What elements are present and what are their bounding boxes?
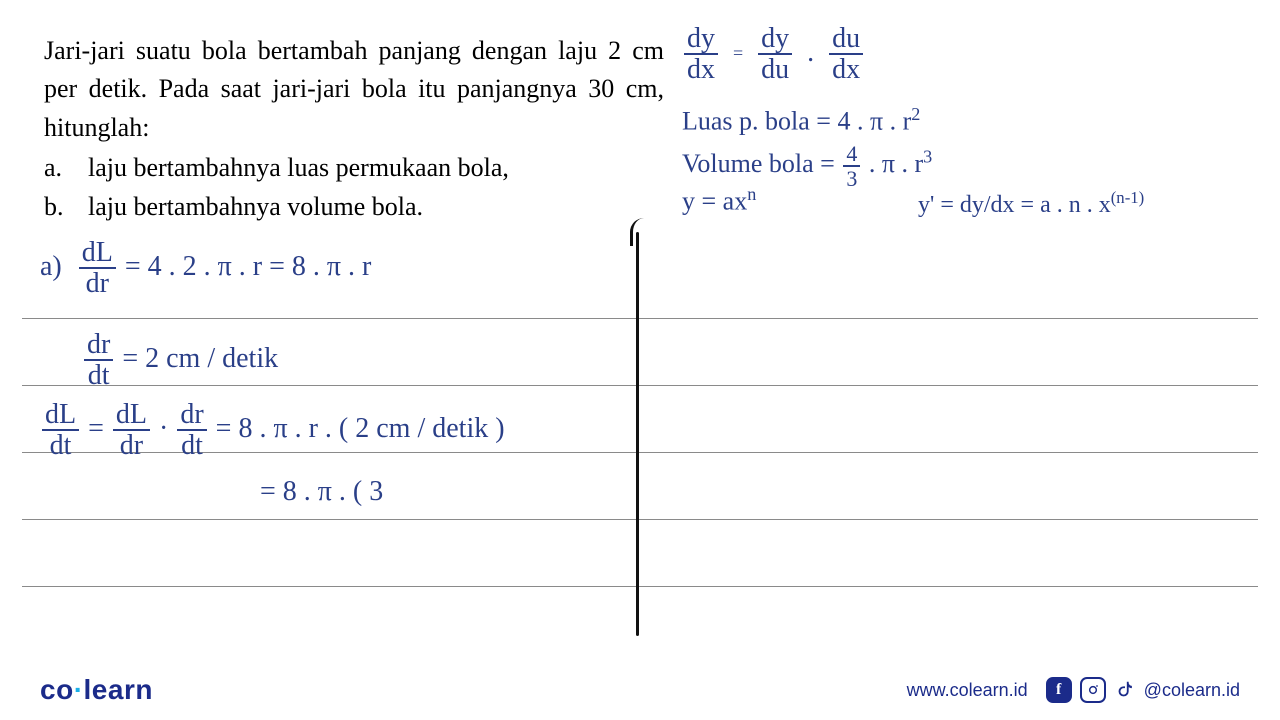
vol-post: . π . r [869, 149, 923, 178]
chain-dot: . [807, 37, 814, 68]
chain-eq: = [733, 43, 743, 63]
tiktok-icon [1114, 679, 1136, 701]
brand-logo: co·learn [40, 674, 153, 706]
yprime-text: y' = dy/dx = a . n . x [918, 192, 1111, 218]
w3-lhs-num: dL [42, 400, 79, 429]
chain-m2-den: dx [829, 53, 863, 84]
chain-rule: dy dx = dy du . du dx [682, 24, 865, 85]
work-a-label: a) [40, 251, 62, 282]
w1-rest: = 4 . 2 . π . r = 8 . π . r [125, 251, 372, 282]
vol-pre: Volume bola = [682, 149, 841, 178]
yax-pow: n [747, 184, 756, 204]
w2-num: dr [84, 330, 113, 359]
option-a-text: laju bertambahnya luas permukaan bola, [88, 149, 509, 187]
work-line-4: = 8 . π . ( 3 [260, 476, 383, 508]
w1-num: dL [79, 238, 116, 267]
option-a: a. laju bertambahnya luas permukaan bola… [44, 149, 664, 187]
social-handle: @colearn.id [1144, 680, 1240, 701]
w3-m2-num: dr [177, 400, 206, 429]
footer-right: www.colearn.id f @colearn.id [907, 677, 1240, 703]
chain-m1-num: dy [758, 24, 792, 53]
footer: co·learn www.colearn.id f @colearn.id [0, 674, 1280, 706]
w2-den: dt [84, 359, 113, 390]
option-b-text: laju bertambahnya volume bola. [88, 188, 423, 226]
chain-m2-num: du [829, 24, 863, 53]
w3-dot: · [159, 413, 175, 444]
luas-pow: 2 [911, 104, 920, 124]
option-b: b. laju bertambahnya volume bola. [44, 188, 664, 226]
vol-pow: 3 [923, 146, 932, 166]
w3-m2-den: dt [177, 429, 206, 460]
chain-m1-den: du [758, 53, 792, 84]
facebook-icon: f [1046, 677, 1072, 703]
work-line-2: dr dt = 2 cm / detik [82, 330, 278, 391]
problem-options: a. laju bertambahnya luas permukaan bola… [44, 149, 664, 226]
w4-text: = 8 . π . ( 3 [260, 476, 383, 507]
logo-learn: learn [84, 674, 153, 705]
work-line-1: a) dL dr = 4 . 2 . π . r = 8 . π . r [40, 238, 371, 299]
option-a-letter: a. [44, 149, 66, 187]
logo-dot: · [74, 674, 84, 705]
chain-lhs-num: dy [684, 24, 718, 53]
site-url: www.colearn.id [907, 680, 1028, 701]
w3-m1-num: dL [113, 400, 150, 429]
problem-lead: Jari-jari suatu bola bertambah panjang d… [44, 32, 664, 147]
formula-power-rule: y' = dy/dx = a . n . x(n-1) [918, 188, 1144, 219]
formula-surface-area: Luas p. bola = 4 . π . r2 [682, 104, 920, 137]
social-block: f @colearn.id [1046, 677, 1240, 703]
vol-frac-den: 3 [843, 165, 860, 190]
vol-frac-num: 4 [843, 142, 860, 165]
w3-lhs-den: dt [42, 429, 79, 460]
work-line-3: dL dt = dL dr · dr dt = 8 . π . r . ( 2 … [40, 400, 505, 461]
w3-m1-den: dr [113, 429, 150, 460]
chain-lhs-den: dx [684, 53, 718, 84]
w1-den: dr [79, 267, 116, 298]
w3-eq1: = [88, 413, 111, 444]
problem-block: Jari-jari suatu bola bertambah panjang d… [44, 32, 664, 226]
page: Jari-jari suatu bola bertambah panjang d… [0, 0, 1280, 720]
option-b-letter: b. [44, 188, 66, 226]
center-divider [636, 232, 639, 636]
yax-text: y = ax [682, 187, 747, 216]
w2-rest: = 2 cm / detik [122, 343, 278, 374]
luas-text: Luas p. bola = 4 . π . r [682, 107, 911, 136]
formula-volume: Volume bola = 4 3 . π . r3 [682, 142, 932, 190]
w3-rest: = 8 . π . r . ( 2 cm / detik ) [216, 413, 505, 444]
instagram-icon [1080, 677, 1106, 703]
formula-power-func: y = axn [682, 184, 756, 217]
logo-co: co [40, 674, 74, 705]
yprime-pow: (n-1) [1111, 188, 1145, 207]
